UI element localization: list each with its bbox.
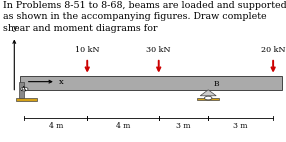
Text: 30 kN: 30 kN <box>146 46 171 54</box>
Circle shape <box>204 96 212 100</box>
Text: y: y <box>12 24 17 32</box>
Text: 20 kN: 20 kN <box>261 46 285 54</box>
Text: 10 kN: 10 kN <box>75 46 100 54</box>
Bar <box>16 98 37 101</box>
Text: 3 m: 3 m <box>176 122 191 130</box>
Text: 4 m: 4 m <box>116 122 130 130</box>
Polygon shape <box>200 90 216 96</box>
Text: A: A <box>20 85 26 93</box>
Bar <box>20 76 282 90</box>
Bar <box>19 82 24 98</box>
Circle shape <box>21 87 28 91</box>
Text: 3 m: 3 m <box>233 122 248 130</box>
Text: x: x <box>59 78 63 86</box>
Text: 4 m: 4 m <box>49 122 63 130</box>
Text: B: B <box>214 80 220 88</box>
Text: In Problems 8-51 to 8-68, beams are loaded and supported
as shown in the accompa: In Problems 8-51 to 8-68, beams are load… <box>3 1 286 33</box>
Bar <box>197 98 219 100</box>
